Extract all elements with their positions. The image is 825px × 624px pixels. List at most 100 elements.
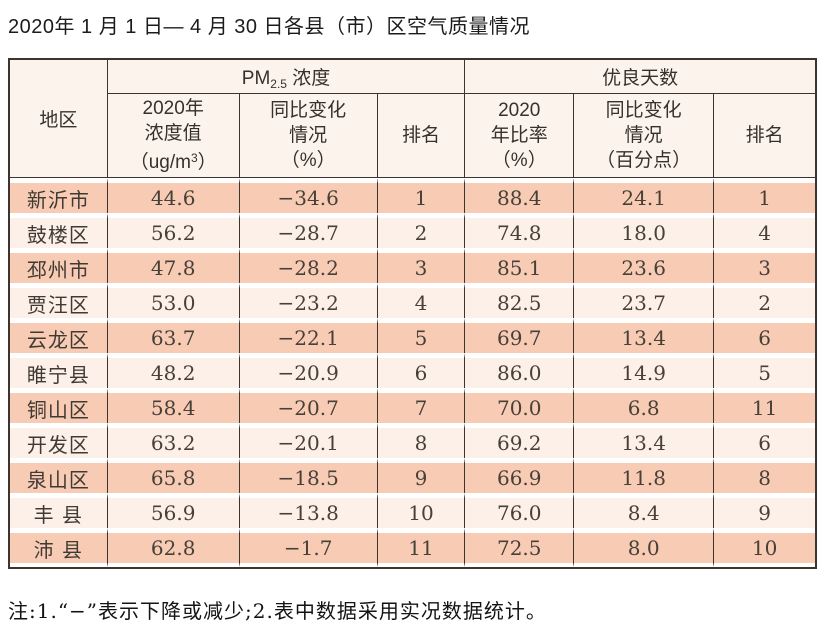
days-change-cell: 23.7 bbox=[573, 283, 714, 318]
region-cell: 新沂市 bbox=[10, 178, 107, 213]
pm-value-cell: 56.9 bbox=[106, 493, 239, 528]
table-row: 鼓楼区 56.2 −28.7 2 74.8 18.0 4 bbox=[10, 213, 815, 248]
days-rank-cell: 11 bbox=[713, 388, 815, 423]
table-row: 贾汪区 53.0 −23.2 4 82.5 23.7 2 bbox=[10, 283, 815, 318]
pm-rank-cell: 1 bbox=[376, 178, 465, 213]
pm-rank-cell: 11 bbox=[376, 528, 465, 567]
pm25-label: PM2.5 浓度 bbox=[241, 67, 331, 91]
table-row: 新沂市 44.6 −34.6 1 88.4 24.1 1 bbox=[10, 178, 815, 213]
days-rank-cell: 10 bbox=[713, 528, 815, 567]
ratio-cell: 69.7 bbox=[464, 318, 574, 353]
days-change-cell: 18.0 bbox=[573, 213, 714, 248]
pm-change-cell: −28.2 bbox=[238, 248, 377, 283]
ratio-cell: 86.0 bbox=[464, 353, 574, 388]
pm-value-cell: 47.8 bbox=[106, 248, 239, 283]
ratio-cell: 66.9 bbox=[464, 458, 574, 493]
pm-rank-cell: 9 bbox=[376, 458, 465, 493]
pm-rank-cell: 4 bbox=[376, 283, 465, 318]
pm-rank-cell: 5 bbox=[376, 318, 465, 353]
days-rank-cell: 2 bbox=[713, 283, 815, 318]
table-row: 沛 县 62.8 −1.7 11 72.5 8.0 10 bbox=[10, 528, 815, 567]
days-change-cell: 13.4 bbox=[573, 423, 714, 458]
header-group-row: 地区 PM2.5 浓度 优良天数 bbox=[10, 60, 815, 178]
table-row: 睢宁县 48.2 −20.9 6 86.0 14.9 5 bbox=[10, 353, 815, 388]
days-rank-cell: 6 bbox=[713, 318, 815, 353]
header-pm-change: 同比变化 情况 （%） bbox=[238, 94, 377, 178]
pm-value-cell: 63.2 bbox=[106, 423, 239, 458]
ratio-cell: 85.1 bbox=[464, 248, 574, 283]
days-rank-cell: 1 bbox=[713, 178, 815, 213]
pm-change-cell: −28.7 bbox=[238, 213, 377, 248]
pm-value-cell: 62.8 bbox=[106, 528, 239, 567]
pm-value-cell: 63.7 bbox=[106, 318, 239, 353]
pm-rank-cell: 3 bbox=[376, 248, 465, 283]
region-cell: 鼓楼区 bbox=[10, 213, 107, 248]
header-days-rank: 排名 bbox=[713, 94, 815, 178]
pm-change-cell: −22.1 bbox=[238, 318, 377, 353]
table-row: 丰 县 56.9 −13.8 10 76.0 8.4 9 bbox=[10, 493, 815, 528]
ratio-cell: 69.2 bbox=[464, 423, 574, 458]
region-cell: 铜山区 bbox=[10, 388, 107, 423]
pm-value-cell: 44.6 bbox=[106, 178, 239, 213]
region-cell: 沛 县 bbox=[10, 528, 107, 567]
pm-change-cell: −34.6 bbox=[238, 178, 377, 213]
days-change-cell: 8.0 bbox=[573, 528, 714, 567]
header-region: 地区 bbox=[10, 60, 107, 178]
pm-rank-cell: 6 bbox=[376, 353, 465, 388]
pm-change-cell: −1.7 bbox=[238, 528, 377, 567]
pm-value-cell: 53.0 bbox=[106, 283, 239, 318]
pm-rank-cell: 10 bbox=[376, 493, 465, 528]
ratio-cell: 72.5 bbox=[464, 528, 574, 567]
days-change-cell: 24.1 bbox=[573, 178, 714, 213]
header-pm-rank: 排名 bbox=[376, 94, 465, 178]
days-rank-cell: 9 bbox=[713, 493, 815, 528]
pm-rank-cell: 2 bbox=[376, 213, 465, 248]
ratio-cell: 76.0 bbox=[464, 493, 574, 528]
pm-value-cell: 48.2 bbox=[106, 353, 239, 388]
pm-change-cell: −13.8 bbox=[238, 493, 377, 528]
air-quality-table-wrapper: 地区 PM2.5 浓度 优良天数 2020年 浓度值 （ug/m3） 同比变化 … bbox=[8, 58, 817, 569]
days-change-cell: 8.4 bbox=[573, 493, 714, 528]
region-cell: 睢宁县 bbox=[10, 353, 107, 388]
days-change-cell: 23.6 bbox=[573, 248, 714, 283]
table-row: 泉山区 65.8 −18.5 9 66.9 11.8 8 bbox=[10, 458, 815, 493]
pm-change-cell: −20.9 bbox=[238, 353, 377, 388]
days-rank-cell: 6 bbox=[713, 423, 815, 458]
header-pm-concentration: 2020年 浓度值 （ug/m3） bbox=[106, 94, 239, 178]
days-rank-cell: 4 bbox=[713, 213, 815, 248]
pm-rank-cell: 7 bbox=[376, 388, 465, 423]
days-rank-cell: 3 bbox=[713, 248, 815, 283]
region-cell: 云龙区 bbox=[10, 318, 107, 353]
ratio-cell: 74.8 bbox=[464, 213, 574, 248]
air-quality-table: 地区 PM2.5 浓度 优良天数 2020年 浓度值 （ug/m3） 同比变化 … bbox=[10, 60, 815, 567]
pm-change-cell: −18.5 bbox=[238, 458, 377, 493]
pm-change-cell: −20.1 bbox=[238, 423, 377, 458]
pm-value-cell: 56.2 bbox=[106, 213, 239, 248]
ratio-cell: 88.4 bbox=[464, 178, 574, 213]
header-good-ratio: 2020 年比率 （%） bbox=[464, 94, 574, 178]
ratio-cell: 70.0 bbox=[464, 388, 574, 423]
header-good-days-group: 优良天数 bbox=[464, 60, 815, 94]
table-row: 云龙区 63.7 −22.1 5 69.7 13.4 6 bbox=[10, 318, 815, 353]
days-rank-cell: 5 bbox=[713, 353, 815, 388]
pm-value-cell: 65.8 bbox=[106, 458, 239, 493]
header-days-change: 同比变化 情况 （百分点） bbox=[573, 94, 714, 178]
pm-value-cell: 58.4 bbox=[106, 388, 239, 423]
days-change-cell: 6.8 bbox=[573, 388, 714, 423]
table-row: 开发区 63.2 −20.1 8 69.2 13.4 6 bbox=[10, 423, 815, 458]
days-change-cell: 11.8 bbox=[573, 458, 714, 493]
header-pm25-group: PM2.5 浓度 bbox=[106, 60, 465, 94]
region-cell: 贾汪区 bbox=[10, 283, 107, 318]
days-change-cell: 14.9 bbox=[573, 353, 714, 388]
table-row: 铜山区 58.4 −20.7 7 70.0 6.8 11 bbox=[10, 388, 815, 423]
region-cell: 丰 县 bbox=[10, 493, 107, 528]
region-cell: 邳州市 bbox=[10, 248, 107, 283]
days-rank-cell: 8 bbox=[713, 458, 815, 493]
pm-rank-cell: 8 bbox=[376, 423, 465, 458]
ratio-cell: 82.5 bbox=[464, 283, 574, 318]
region-cell: 泉山区 bbox=[10, 458, 107, 493]
region-cell: 开发区 bbox=[10, 423, 107, 458]
pm-change-cell: −23.2 bbox=[238, 283, 377, 318]
pm-change-cell: −20.7 bbox=[238, 388, 377, 423]
header-sub-row: 2020年 浓度值 （ug/m3） 同比变化 情况 （%） 排名 2020 年比… bbox=[10, 94, 815, 178]
